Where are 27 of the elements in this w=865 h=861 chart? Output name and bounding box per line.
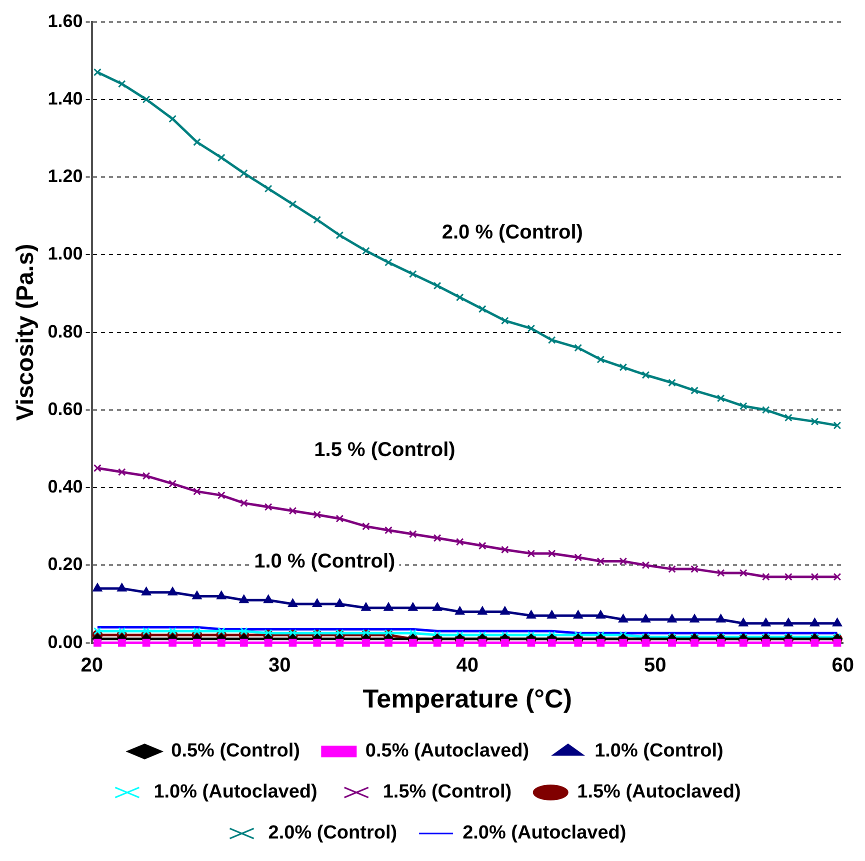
legend-label: 2.0% (Control) [268,822,398,844]
y-tick-label: 1.60 [48,10,83,31]
y-tick-label: 1.00 [48,244,83,264]
y-tick-label: 0.60 [48,398,83,419]
x-tick-label: 40 [456,654,478,676]
y-tick-label: 0.40 [48,476,83,497]
y-tick-label: 1.40 [48,88,83,108]
legend-label: 0.5% (Control) [171,740,300,762]
legend-label: 1.5% (Autoclaved) [577,782,741,803]
legend-label: 1.0% (Autoclaved) [154,782,318,803]
x-tick-label: 50 [644,654,666,676]
y-tick-label: 0.80 [48,321,83,342]
x-tick-label: 20 [80,654,103,676]
x-tick-label: 60 [832,654,854,676]
x-axis-title: Temperature (°C) [362,684,572,714]
legend-label: 1.5% (Control) [382,782,512,803]
legend-label: 0.5% (Autoclaved) [365,740,530,762]
x-tick-label: 30 [268,654,291,676]
y-tick-label: 1.20 [48,166,83,186]
legend-label: 2.0% (Autoclaved) [462,822,626,844]
legend-label: 1.0% (Control) [594,740,724,762]
y-tick-label: 0.00 [48,632,83,652]
y-axis-title: Viscosity (Pa.s) [12,244,40,421]
annotation: 1.5 % (Control) [314,438,456,461]
annotation: 1.0 % (Control) [254,550,396,573]
annotation: 2.0 % (Control) [442,221,583,244]
y-tick-label: 0.20 [48,554,83,574]
